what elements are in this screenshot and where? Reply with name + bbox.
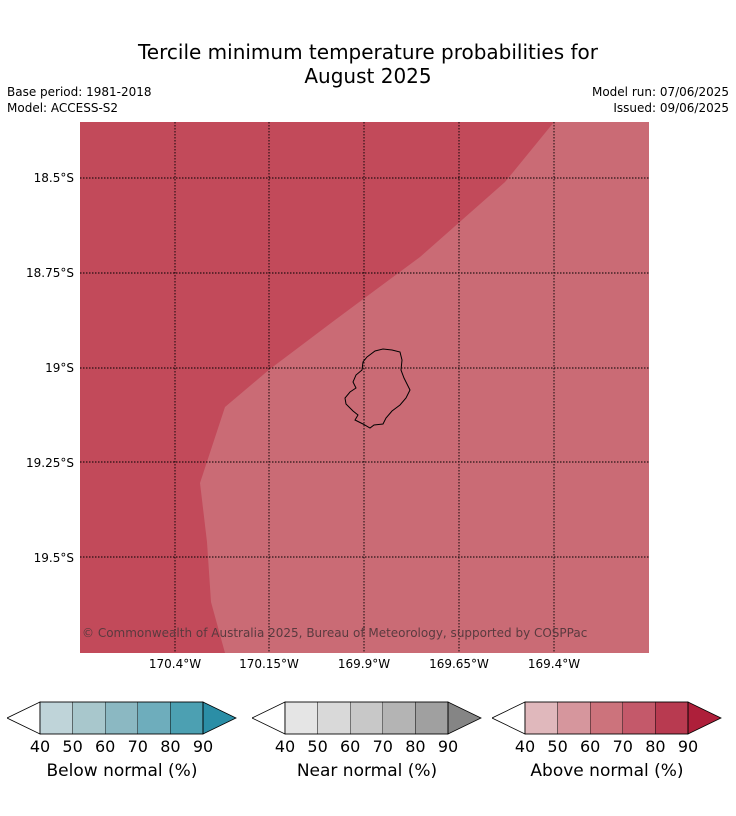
lon-label: 170.15°W [239, 657, 299, 671]
map-title-line1: Tercile minimum temperature probabilitie… [137, 40, 599, 64]
colorbar-segment [317, 701, 351, 735]
colorbar-tick-label: 80 [405, 737, 426, 756]
colorbar-extend-low [7, 701, 41, 735]
lat-label: 18.75°S [26, 266, 74, 280]
colorbar-tick-label: 90 [677, 737, 699, 756]
map-title-line2: August 2025 [304, 64, 432, 88]
colorbar-outline [39, 701, 204, 735]
colorbar-label-near-normal: Near normal (%) [296, 761, 438, 781]
base-period: Base period: 1981-2018 [7, 85, 152, 99]
colorbar-below-normal [7, 701, 237, 735]
colorbar-outline [524, 701, 689, 735]
colorbar-segment [39, 701, 73, 735]
colorbar-tick-label: 50 [307, 737, 328, 756]
model-run: Model run: 07/06/2025 [591, 85, 729, 99]
lon-label: 169.4°W [527, 657, 581, 671]
colorbar-segment [655, 701, 689, 735]
colorbar-tick-label: 60 [580, 737, 601, 756]
colorbar-tick-label: 40 [274, 737, 296, 756]
colorbar-extend-high [202, 701, 237, 735]
colorbar-label-above-normal: Above normal (%) [530, 761, 684, 781]
colorbar-extend-low [252, 701, 286, 735]
colorbar-segment [589, 701, 623, 735]
lon-label: 169.65°W [429, 657, 489, 671]
colorbar-segment [137, 701, 171, 735]
colorbar-tick-label: 80 [160, 737, 181, 756]
colorbar-extend-high [447, 701, 482, 735]
colorbar-tick-label: 40 [29, 737, 51, 756]
colorbar-extend-high [687, 701, 722, 735]
colorbar-tick-label: 70 [127, 737, 148, 756]
issued-date: Issued: 09/06/2025 [613, 101, 729, 115]
colorbar-label-below-normal: Below normal (%) [46, 761, 198, 781]
colorbar-outline [284, 701, 449, 735]
colorbar-segment [104, 701, 138, 735]
colorbar-segment [72, 701, 106, 735]
colorbar-tick-label: 60 [95, 737, 116, 756]
colorbar-segment [557, 701, 591, 735]
lat-label: 19.25°S [26, 456, 74, 470]
colorbar-tick-label: 60 [340, 737, 361, 756]
model-name: Model: ACCESS-S2 [7, 101, 119, 115]
colorbar-above-normal [492, 701, 722, 735]
colorbar-tick-label: 40 [514, 737, 536, 756]
colorbar-tick-label: 80 [645, 737, 666, 756]
colorbar-segment [284, 701, 318, 735]
colorbar-tick-label: 50 [547, 737, 568, 756]
lon-label: 170.4°W [148, 657, 202, 671]
probability-region-70-80 [200, 122, 649, 653]
lat-label: 19°S [45, 361, 74, 375]
lat-label: 18.5°S [33, 171, 74, 185]
colorbar-segment [415, 701, 449, 735]
island-coastline [344, 348, 411, 429]
copyright-notice: © Commonwealth of Australia 2025, Bureau… [82, 626, 588, 640]
colorbar-near-normal [252, 701, 482, 735]
colorbar-tick-label: 50 [62, 737, 83, 756]
colorbar-tick-label: 70 [612, 737, 633, 756]
lon-label: 169.9°W [337, 657, 391, 671]
gridlines [80, 122, 649, 653]
lat-label: 19.5°S [33, 551, 74, 565]
colorbar-segment [382, 701, 416, 735]
colorbar-tick-label: 90 [192, 737, 214, 756]
colorbar-segment [349, 701, 383, 735]
colorbar-tick-label: 70 [372, 737, 393, 756]
map-area [80, 122, 649, 653]
colorbar-segment [622, 701, 656, 735]
colorbar-tick-label: 90 [437, 737, 459, 756]
colorbar-segment [524, 701, 558, 735]
colorbar-extend-low [492, 701, 526, 735]
colorbar-segment [170, 701, 204, 735]
